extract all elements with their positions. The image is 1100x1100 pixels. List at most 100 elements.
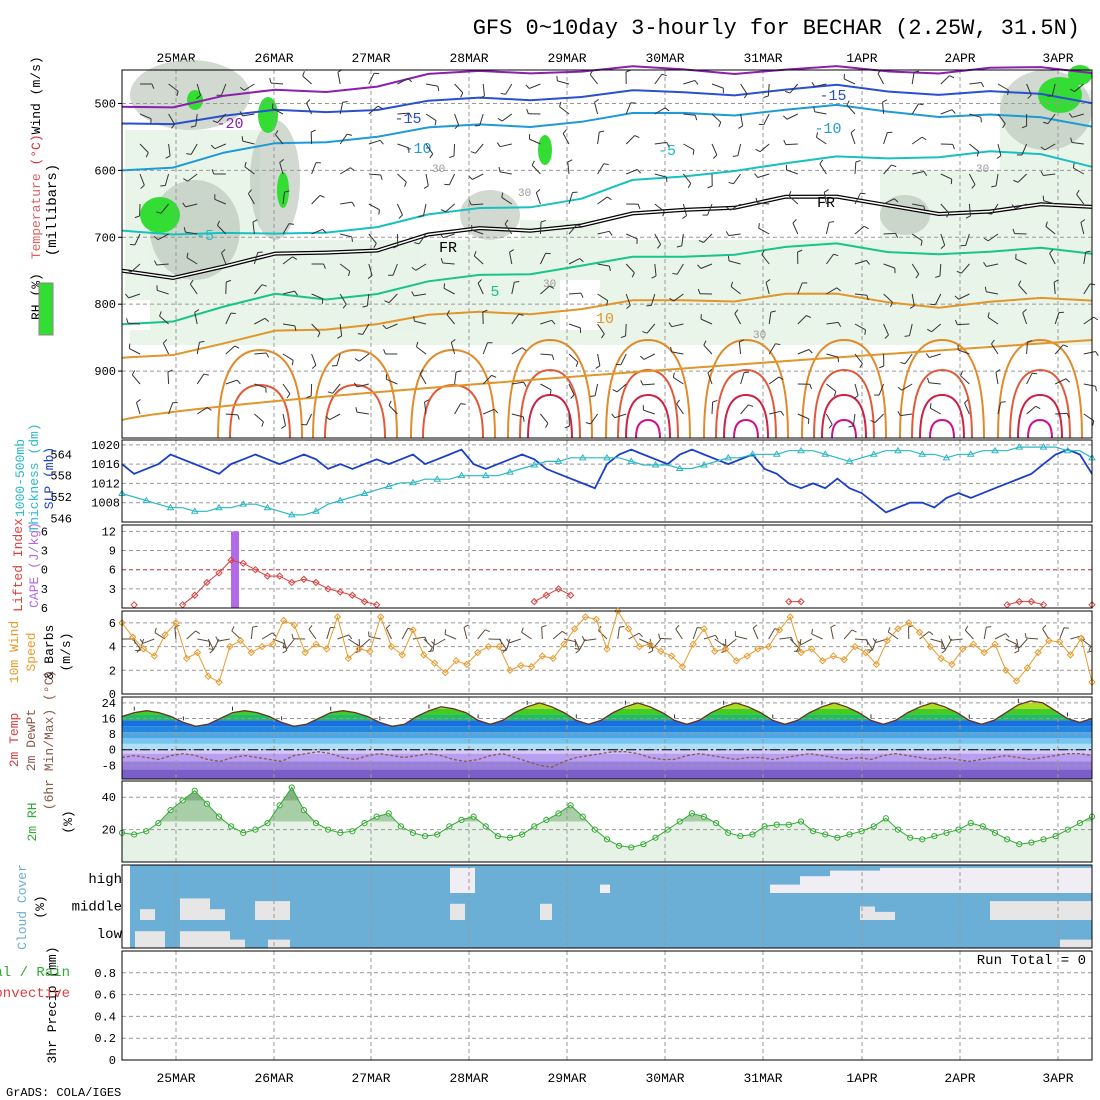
wind-barb <box>261 421 264 427</box>
wind-barb <box>311 323 321 333</box>
wind-barb <box>761 249 765 255</box>
wind-barb <box>713 154 718 159</box>
wind-barb <box>911 293 915 306</box>
wind-barb <box>819 163 827 175</box>
wind-barb <box>730 281 734 287</box>
wind-barb <box>833 391 837 397</box>
wind-barb <box>597 132 600 145</box>
wind-barb <box>597 230 610 235</box>
wind-barb <box>396 203 403 216</box>
wind-barb <box>575 361 579 367</box>
wind-barb <box>423 185 429 189</box>
wind-barb <box>407 78 413 83</box>
wind-barb <box>129 348 141 355</box>
wind-barb <box>348 634 353 640</box>
wind-barb <box>929 403 932 409</box>
wind-barb <box>682 215 687 219</box>
wind-barb <box>540 285 550 295</box>
wind-barb <box>859 363 863 369</box>
wind-barb <box>581 635 585 641</box>
wind-barb <box>950 638 963 641</box>
contour-label: -10 <box>814 121 841 138</box>
wind-barb <box>675 624 680 630</box>
wind-barb <box>168 143 171 156</box>
axis-label: CAPE (J/kg) <box>27 522 42 608</box>
wind-barb <box>921 136 927 141</box>
wind-barb <box>669 297 674 302</box>
wind-barb <box>186 153 192 155</box>
wind-barb <box>454 83 464 94</box>
wind-barb <box>431 641 436 646</box>
axis-label: 2m Temp <box>7 713 22 768</box>
wind-barb <box>1016 638 1020 651</box>
wind-barb <box>887 631 899 640</box>
axis-label-part: (°C) <box>29 134 44 173</box>
wind-barb <box>984 286 987 292</box>
wind-marker <box>786 613 794 621</box>
wind-marker <box>312 640 320 648</box>
wind-barb <box>597 263 610 267</box>
wind-barb <box>160 203 169 214</box>
date-label: 31MAR <box>743 51 782 66</box>
wind-barb <box>759 143 770 153</box>
wind-barb <box>506 638 510 644</box>
cloud-block <box>135 931 165 948</box>
wind-barb <box>485 629 491 633</box>
wind-barb <box>607 196 612 201</box>
wind-barb <box>850 129 856 134</box>
wind-barb <box>254 352 267 355</box>
wind-barb <box>151 83 155 89</box>
wind-barb <box>594 383 599 396</box>
wind-barb <box>398 214 403 219</box>
tick-label: 4 <box>109 641 116 655</box>
wind-barb <box>261 284 267 287</box>
panel-frame <box>121 439 1093 523</box>
wind-barb <box>511 413 524 418</box>
wind-barb <box>755 197 758 203</box>
wind-barb <box>707 372 713 385</box>
wind-barb <box>1013 179 1019 183</box>
wind-barb <box>254 317 266 325</box>
wind-barb <box>339 323 343 336</box>
wind-barb <box>997 143 1002 156</box>
temperature-contour <box>312 348 398 439</box>
wind-barb <box>568 323 581 329</box>
wind-barb <box>195 630 201 635</box>
wind-barb <box>940 173 952 180</box>
wind-barb <box>904 353 913 365</box>
wind-barb <box>468 200 472 206</box>
wind-barb <box>174 627 177 640</box>
wind-barb <box>423 638 433 648</box>
wind-barb <box>1074 83 1085 92</box>
wind-barb <box>768 343 776 355</box>
wind-barb <box>196 407 208 415</box>
wind-marker <box>323 645 331 653</box>
wind-barb <box>991 339 995 345</box>
axis-label: 2m DewPt <box>24 709 39 771</box>
temperature-contour <box>519 368 581 439</box>
wind-barb <box>401 628 409 640</box>
wind-barb <box>186 630 196 640</box>
wind-barb <box>153 260 158 266</box>
wind-marker <box>818 657 827 665</box>
tick-label: 3 <box>41 545 48 559</box>
wind-barb <box>891 164 897 168</box>
cloud-block <box>860 906 875 920</box>
wind-barb <box>1005 638 1017 645</box>
wind-barb <box>167 369 173 373</box>
temp-bands <box>122 700 1092 779</box>
wind-barb <box>139 113 152 120</box>
wind-barb <box>597 196 608 205</box>
wind-barb <box>444 633 457 640</box>
wind-barb <box>752 627 759 640</box>
wind-barb <box>654 233 662 245</box>
tick-label: 558 <box>50 470 72 484</box>
wind-barb <box>789 638 799 648</box>
wind-barb <box>378 209 380 215</box>
wind-barb <box>499 143 512 148</box>
wind-barb <box>252 219 258 223</box>
axis-label-part: Wind (m/s) <box>29 56 44 134</box>
wind-barb <box>477 629 486 640</box>
wind-barb <box>521 347 527 352</box>
wind-barb <box>541 624 547 628</box>
